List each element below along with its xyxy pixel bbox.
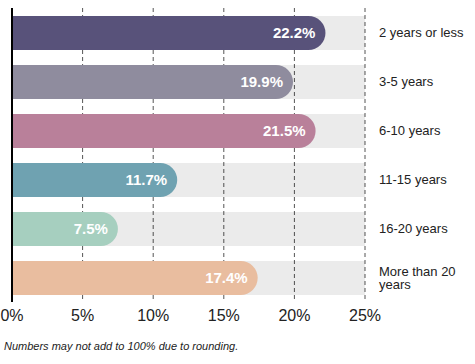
svg-text:More than 20years: More than 20years — [379, 264, 456, 292]
svg-text:5%: 5% — [71, 307, 94, 324]
svg-text:10%: 10% — [137, 307, 169, 324]
svg-text:25%: 25% — [349, 307, 381, 324]
svg-text:20%: 20% — [278, 307, 310, 324]
svg-text:22.2%: 22.2% — [273, 24, 316, 41]
svg-text:11.7%: 11.7% — [125, 171, 167, 188]
svg-text:7.5%: 7.5% — [74, 220, 108, 237]
svg-text:0%: 0% — [8, 307, 24, 324]
html-text:Numbers may not add to 100% du: Numbers may not add to 100% due to round… — [4, 340, 239, 352]
svg-text:2 years or less: 2 years or less — [379, 25, 464, 40]
svg-text:17.4%: 17.4% — [205, 269, 248, 286]
svg-text:11-15 years: 11-15 years — [379, 172, 447, 187]
svg-text:15%: 15% — [208, 307, 240, 324]
svg-text:3-5 years: 3-5 years — [379, 74, 434, 89]
svg-text:19.9%: 19.9% — [240, 73, 283, 90]
svg-text:6-10 years: 6-10 years — [379, 123, 441, 138]
svg-text:16-20 years: 16-20 years — [379, 221, 448, 236]
svg-text:21.5%: 21.5% — [263, 122, 306, 139]
